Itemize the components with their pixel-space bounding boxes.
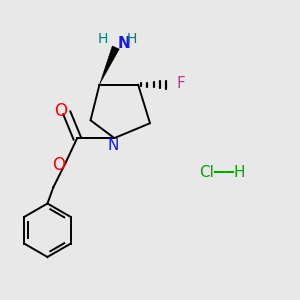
Text: O: O: [54, 102, 67, 120]
Text: N: N: [117, 35, 130, 50]
Text: F: F: [177, 76, 185, 91]
Text: H: H: [97, 32, 108, 46]
Text: O: O: [52, 156, 65, 174]
Text: Cl: Cl: [199, 165, 214, 180]
Text: H: H: [127, 32, 137, 46]
Text: H: H: [233, 165, 245, 180]
Text: N: N: [107, 138, 118, 153]
Polygon shape: [100, 46, 119, 85]
